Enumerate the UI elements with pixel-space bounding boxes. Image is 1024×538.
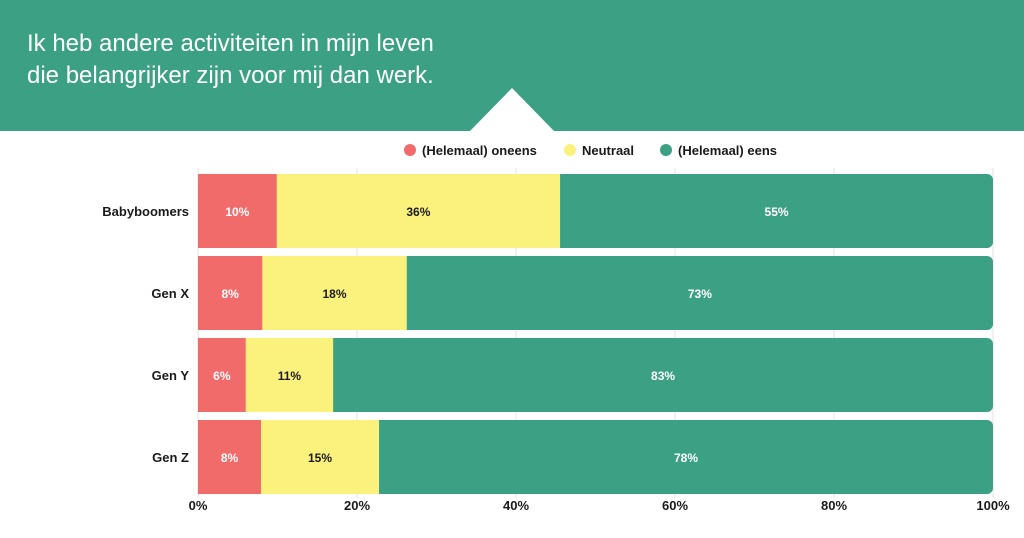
- data-label: 73%: [688, 287, 712, 301]
- bar-segment: [245, 338, 334, 412]
- x-axis-ticks: 0% 20% 40% 60% 80% 100%: [189, 498, 1010, 513]
- data-label: 55%: [765, 205, 789, 219]
- x-tick-label: 40%: [503, 498, 529, 513]
- data-label: 78%: [674, 451, 698, 465]
- data-label: 6%: [213, 369, 231, 383]
- data-label: 36%: [406, 205, 430, 219]
- bar-segment: [276, 174, 561, 248]
- bar-row: [198, 338, 993, 412]
- bar-segment: [333, 338, 993, 412]
- bar-segment: [198, 338, 247, 412]
- x-tick-label: 0%: [189, 498, 208, 513]
- data-label: 15%: [308, 451, 332, 465]
- category-label: Gen Z: [152, 450, 189, 465]
- bar-segment: [560, 174, 993, 248]
- chart-title: Ik heb andere activiteiten in mijn leven…: [27, 30, 434, 89]
- bar-segment: [260, 420, 380, 494]
- data-label: 83%: [651, 369, 675, 383]
- bar-row-labels: 8% 18% 73%: [221, 287, 712, 301]
- x-tick-label: 100%: [976, 498, 1010, 513]
- data-label: 8%: [221, 287, 239, 301]
- category-label: Gen Y: [152, 368, 190, 383]
- legend-marker: [404, 144, 416, 156]
- x-tick-label: 20%: [344, 498, 370, 513]
- bar-row-labels: 8% 15% 78%: [221, 451, 699, 465]
- bar-segment: [262, 256, 408, 330]
- legend-marker: [660, 144, 672, 156]
- chart-bars: 10% 36% 55% 8% 18% 73% 6% 11% 83% 8% 15% 78%: [198, 174, 993, 494]
- bar-segment: [198, 420, 262, 494]
- category-labels: Babyboomers Gen X Gen Y Gen Z: [102, 204, 189, 465]
- bar-row-labels: 6% 11% 83%: [213, 369, 675, 383]
- category-label: Babyboomers: [102, 204, 189, 219]
- bar-row: [198, 420, 993, 494]
- bar-segment: [198, 256, 263, 330]
- bar-row: [198, 256, 993, 330]
- data-label: 11%: [278, 369, 302, 383]
- x-tick-label: 60%: [662, 498, 688, 513]
- legend-label: Neutraal: [582, 143, 634, 158]
- data-label: 10%: [225, 205, 249, 219]
- chart-legend: (Helemaal) oneens Neutraal (Helemaal) eens: [404, 143, 777, 158]
- bar-row: [198, 174, 993, 248]
- bar-segment: [198, 174, 278, 248]
- legend-label: (Helemaal) eens: [678, 143, 777, 158]
- legend-label: (Helemaal) oneens: [422, 143, 537, 158]
- category-label: Gen X: [151, 286, 189, 301]
- data-label: 18%: [322, 287, 346, 301]
- x-tick-label: 80%: [821, 498, 847, 513]
- bar-segment: [406, 256, 993, 330]
- bar-segment: [379, 420, 993, 494]
- bar-row-labels: 10% 36% 55%: [225, 205, 789, 219]
- legend-marker: [564, 144, 576, 156]
- data-label: 8%: [221, 451, 239, 465]
- header-pointer: [469, 88, 555, 132]
